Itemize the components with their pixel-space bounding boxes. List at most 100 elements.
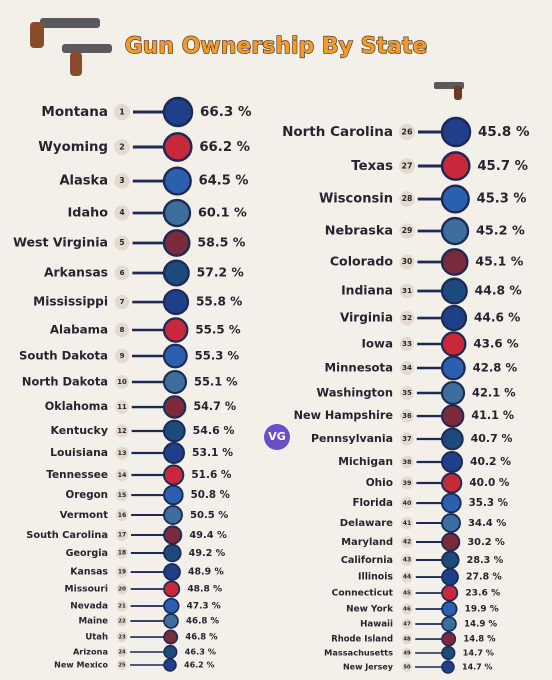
rank: 17 [118,532,126,539]
rank: 13 [117,449,126,457]
rank: 29 [402,226,413,235]
state-name: New Mexico [54,661,108,670]
flag [441,532,461,552]
state-name: West Virginia [13,235,108,250]
rank-badge [400,386,414,400]
flag [163,442,185,464]
rank-badge [402,662,412,672]
rank-badge [400,516,414,530]
value: 46.8 % [186,617,219,627]
state-name: Mississippi [33,295,108,309]
flag [163,563,181,581]
value: 55.8 % [196,295,242,309]
state-name: Arizona [73,647,108,657]
flag [163,505,183,525]
value: 40.0 % [469,477,510,489]
rank: 27 [402,162,413,171]
value: 55.5 % [195,323,240,337]
rank-badge [116,615,128,627]
flag [440,216,470,246]
state-name: Florida [352,497,393,509]
flag [441,660,455,674]
value: 46.3 % [185,647,216,657]
rank-badge [400,496,414,510]
state-name: New Jersey [343,663,394,672]
rank: 45 [403,591,411,597]
flag [441,645,456,661]
flag [441,492,462,514]
state-name: Idaho [68,206,109,221]
rank: 7 [119,297,124,306]
rank: 47 [403,622,411,628]
rank-badge [116,646,128,658]
rank-badge [117,660,127,670]
value: 30.2 % [467,537,505,548]
flag [441,631,457,647]
rank: 3 [119,176,124,185]
rank-badge [116,566,128,578]
state-name: North Carolina [282,124,393,140]
state-name: Missouri [65,585,108,595]
value: 35.3 % [469,497,508,509]
flag [162,198,192,228]
state-name: Texas [351,159,393,174]
rank: 15 [118,492,127,499]
value: 28.3 % [467,555,504,566]
rank: 28 [402,194,413,203]
state-name: Wisconsin [319,192,393,207]
rank: 26 [401,128,413,137]
value: 27.8 % [466,572,502,583]
value: 55.1 % [194,375,238,389]
state-name: Montana [41,104,108,120]
value: 42.8 % [473,361,518,375]
gun-icons [30,18,464,100]
rank-badge [401,536,413,548]
rank-badge [400,455,414,469]
value: 45.7 % [477,159,528,174]
flag [441,550,460,570]
rank-badge [114,139,130,155]
value: 44.6 % [474,311,520,325]
state-name: Nebraska [325,224,393,239]
flag [441,600,458,618]
state-name: North Dakota [22,375,108,389]
state-name: Colorado [330,254,394,269]
rank-badge [401,633,413,645]
rank-badge [116,631,128,643]
value: 41.1 % [471,409,514,422]
flag [162,96,194,128]
flag [162,419,186,443]
state-name: Alaska [59,174,108,189]
rank: 40 [403,500,412,507]
rank: 32 [402,313,412,322]
flag [440,380,466,406]
state-name: New York [346,605,394,615]
value: 34.4 % [468,518,506,529]
rank-badge [114,173,130,189]
value: 48.9 % [188,567,224,578]
flag [441,568,459,586]
value: 48.8 % [187,585,222,595]
rank: 30 [402,257,412,266]
flag [163,543,182,563]
flag [163,658,177,672]
flag [163,525,183,545]
value: 42.1 % [472,386,516,400]
state-name: Arkansas [44,266,108,280]
rank: 36 [402,412,412,420]
rank: 4 [119,208,124,217]
flag [163,629,179,645]
value: 45.2 % [476,224,525,239]
value: 49.4 % [189,530,227,541]
value: 14.7 % [462,663,493,672]
rank-badge [401,647,413,659]
rank-badge [114,294,130,310]
value: 46.8 % [185,632,218,642]
value: 46.2 % [184,661,215,670]
flag [162,132,193,162]
flag [440,184,470,214]
rank-badge [400,432,414,446]
state-name: Delaware [340,518,393,529]
rank-badge [116,529,128,541]
